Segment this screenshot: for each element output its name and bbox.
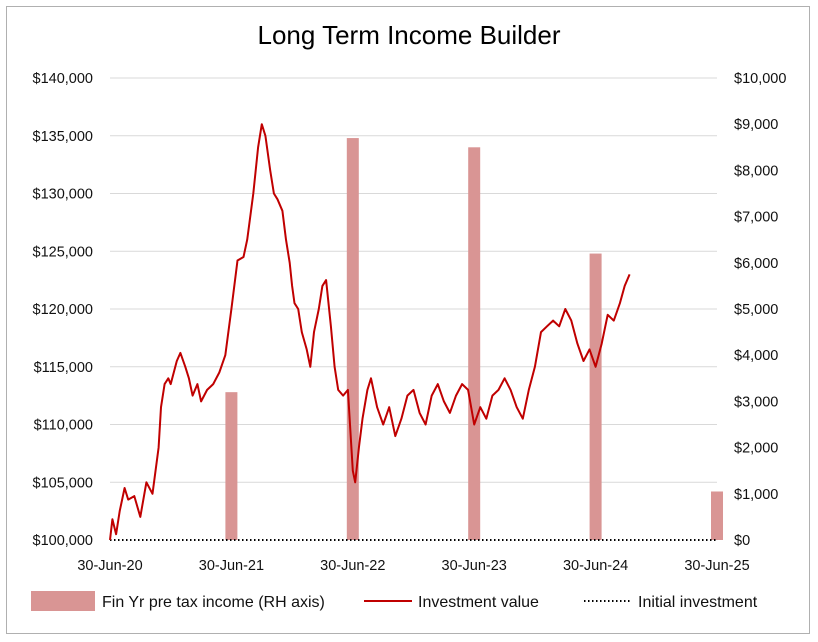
chart-title: Long Term Income Builder: [257, 20, 561, 50]
legend-swatch-income: [31, 591, 95, 611]
x-axis-tick-label: 30-Jun-25: [684, 558, 749, 574]
left-axis-tick-label: $105,000: [33, 475, 93, 491]
right-axis-tick-label: $3,000: [734, 394, 778, 410]
gridlines: [110, 77, 717, 483]
right-axis-tick-label: $1,000: [734, 487, 778, 503]
right-axis-tick-label: $10,000: [734, 71, 786, 87]
income-bar: [346, 138, 359, 540]
income-bar: [711, 491, 723, 540]
right-axis-tick-label: $4,000: [734, 348, 778, 364]
legend-label-income: Fin Yr pre tax income (RH axis): [102, 594, 325, 611]
investment-value-line: [109, 123, 631, 541]
right-axis-tick-label: $0: [734, 533, 750, 549]
x-axis-tick-label: 30-Jun-24: [563, 558, 628, 574]
left-axis-tick-label: $130,000: [33, 187, 93, 203]
left-axis-tick-label: $135,000: [33, 129, 93, 145]
investment-value-series: [109, 123, 631, 541]
right-axis-tick-label: $6,000: [734, 256, 778, 272]
right-axis-tick-label: $9,000: [734, 117, 778, 133]
axes: $100,000 $105,000 $110,000 $115,000 $120,000…: [33, 71, 787, 574]
x-axis-tick-label: 30-Jun-23: [442, 558, 507, 574]
left-axis-tick-label: $110,000: [34, 418, 93, 434]
legend-label-investment: Investment value: [418, 594, 539, 611]
right-axis-tick-label: $5,000: [734, 302, 778, 318]
income-bar: [225, 392, 238, 540]
x-axis-tick-label: 30-Jun-21: [199, 558, 264, 574]
left-axis-tick-label: $140,000: [33, 71, 93, 87]
right-axis-tick-label: $8,000: [734, 163, 778, 179]
chart-frame: [6, 6, 810, 634]
left-axis-tick-label: $120,000: [33, 302, 93, 318]
left-axis-tick-label: $115,000: [34, 360, 93, 376]
right-axis-tick-label: $2,000: [734, 441, 778, 457]
income-bar: [589, 253, 602, 540]
income-bars: [225, 138, 723, 541]
left-axis-tick-label: $100,000: [33, 533, 93, 549]
left-axis-tick-label: $125,000: [33, 244, 93, 260]
income-bar: [468, 147, 481, 541]
legend-label-initial: Initial investment: [638, 594, 758, 611]
x-axis-tick-label: 30-Jun-22: [320, 558, 385, 574]
x-axis-tick-label: 30-Jun-20: [77, 558, 142, 574]
right-axis-tick-label: $7,000: [734, 210, 778, 226]
legend: Fin Yr pre tax income (RH axis) Investmen…: [31, 591, 758, 611]
